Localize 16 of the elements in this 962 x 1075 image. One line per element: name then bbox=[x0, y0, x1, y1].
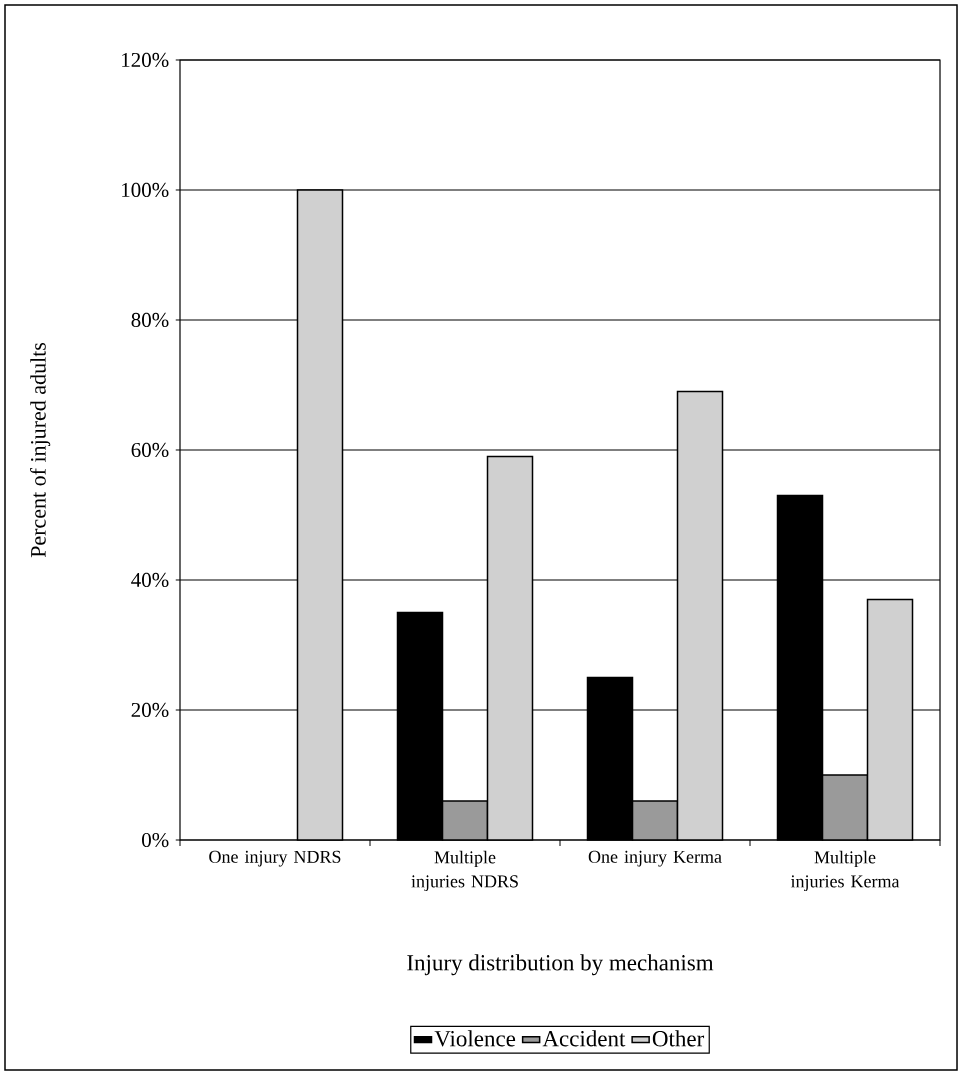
x-tick-label: Multiple injuries Kerma bbox=[790, 850, 900, 892]
legend-label: Accident bbox=[542, 1030, 626, 1047]
y-tick-label: 120% bbox=[122, 52, 169, 68]
x-tick-label: One injury NDRS bbox=[209, 850, 341, 867]
y-tick-label: 40% bbox=[131, 572, 169, 588]
y-tick-label: 80% bbox=[131, 312, 169, 328]
x-axis-title: Injury distribution by mechanism bbox=[407, 954, 714, 976]
y-tick-label: 100% bbox=[122, 182, 169, 198]
y-axis-title: Percent of injured adults bbox=[30, 342, 51, 558]
x-tick-label: Multiple injuries NDRS bbox=[411, 850, 518, 892]
y-tick-label: 60% bbox=[131, 442, 169, 458]
y-tick-label: 0% bbox=[142, 832, 169, 848]
x-tick-label: One injury Kerma bbox=[588, 850, 722, 867]
y-tick-label: 20% bbox=[131, 702, 169, 718]
legend-label: Other bbox=[652, 1030, 705, 1047]
legend-label: Violence bbox=[434, 1030, 516, 1047]
